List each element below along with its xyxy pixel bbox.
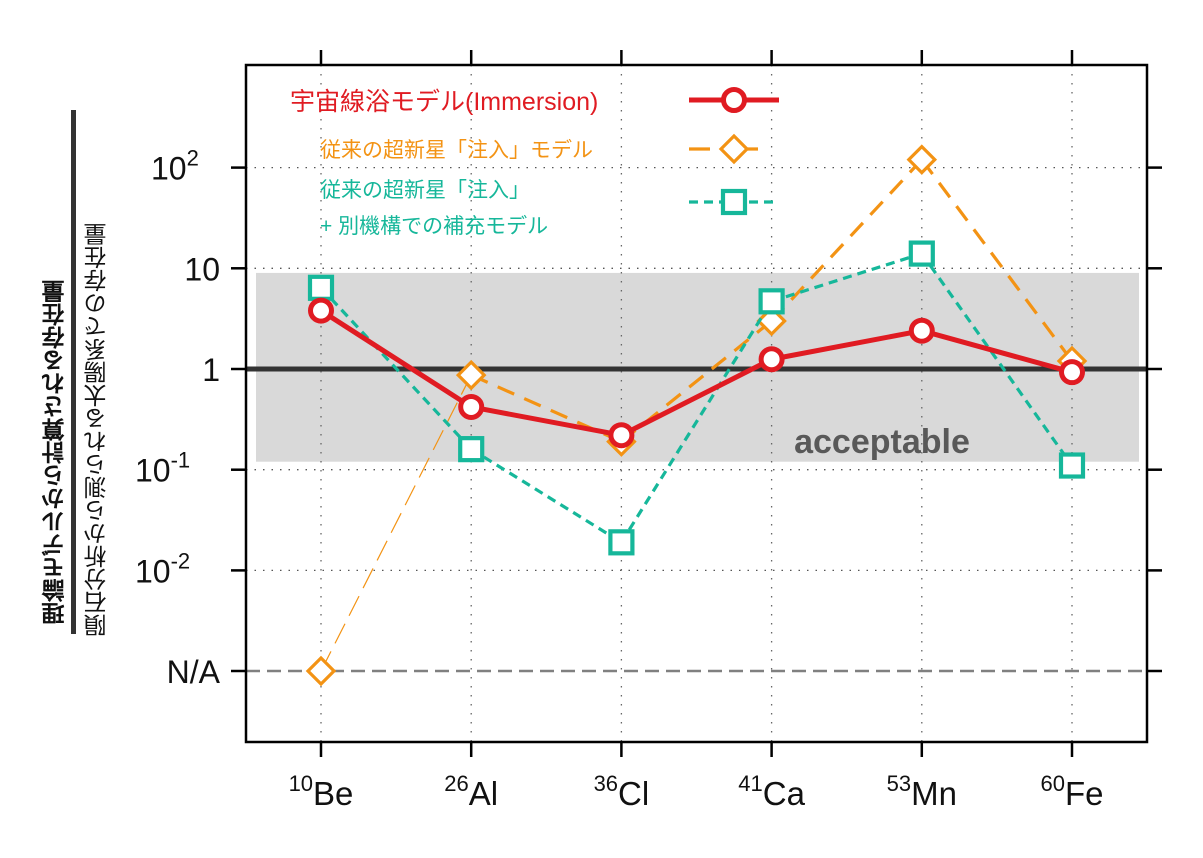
x-tick-symbol: Al [469,775,498,812]
marker-square [307,274,335,301]
marker-circle [1059,359,1085,386]
series-segment [920,158,1074,362]
y-axis-fraction-bar [71,110,76,634]
y-tick-label: 10 [184,251,220,287]
legend-label-injection: 従来の超新星「注入」モデル [320,139,593,162]
y-tick-label: 10-1 [135,448,190,489]
series-segment [470,447,623,544]
x-tick-label: 41Ca [738,771,805,812]
marker-circle [458,393,485,420]
x-axis-ticks: 10Be 26Al 36Cl 41Ca 53Mn 60Fe [289,50,1104,812]
plot-frame [244,63,1149,744]
marker-square [908,240,935,267]
series-segment [320,374,472,672]
y-tick-base: 10 [184,251,220,287]
y-tick-base: 10 [135,553,171,589]
y-axis-label-denominator: 隕石分析から測られる太陽系での存在量 [84,223,110,637]
x-tick-symbol: Cl [618,775,649,812]
series-segment [920,252,1074,467]
x-tick-symbol: Mn [911,775,957,812]
x-tick-label: 26Al [444,771,498,812]
x-tick-label: 10Be [289,771,354,812]
marker-diamond [756,305,787,337]
series-segment [620,300,773,544]
y-tick-label: 102 [151,146,199,187]
y-tick-base: 10 [151,151,187,187]
marker-diamond [305,655,337,687]
marker-circle [308,297,334,324]
series-segment [620,357,773,438]
y-tick-base: N/A [167,654,221,690]
marker-diamond [906,144,938,175]
legend: 宇宙線浴モデル(Immersion) 従来の超新星「注入」モデル 従来の超新星「… [290,87,779,238]
marker-diamond [718,133,750,165]
x-tick-label: 60Fe [1041,771,1104,812]
x-tick-symbol: Ca [763,775,806,812]
y-tick-exponent: 2 [187,146,199,171]
legend-label-injection-plus: 従来の超新星「注入」 [320,179,530,202]
x-tick-label: 53Mn [887,771,957,812]
series-0 [308,297,1085,449]
y-tick-label: N/A [167,654,221,690]
series-2 [307,240,1086,556]
series-segment [921,328,1073,375]
marker-square [758,288,785,315]
series-segment [319,286,473,451]
y-tick-base: 1 [202,352,220,388]
x-tick-symbol: Be [313,775,353,812]
x-tick-mass: 26 [444,771,468,796]
x-tick-mass: 41 [738,771,762,796]
legend-label-injection-plus-line2: + 別機構での補充モデル [320,215,548,238]
axes-box [244,63,1149,744]
x-tick-label: 36Cl [594,771,650,812]
series-segment [771,252,923,303]
marker-square [720,188,748,216]
marker-circle [758,346,785,373]
series-segment [319,308,473,410]
y-tick-label: 1 [202,352,220,388]
x-tick-mass: 36 [594,771,618,796]
marker-circle [608,422,635,449]
marker-circle [908,317,935,344]
x-tick-mass: 53 [887,771,911,796]
y-tick-exponent: -2 [171,548,191,573]
y-tick-exponent: -1 [171,448,191,473]
marker-diamond [455,359,487,391]
series-segment [770,158,923,323]
series-layer [305,144,1088,687]
y-axis-label-numerator: 理論モデルから計算される存在量 [42,280,68,625]
x-tick-mass: 10 [289,771,313,796]
y-tick-label: 10-2 [135,548,190,589]
x-tick-symbol: Fe [1065,775,1104,812]
marker-square [608,529,635,556]
marker-square [1058,452,1086,479]
y-tick-base: 10 [135,453,171,489]
x-tick-mass: 60 [1041,771,1065,796]
legend-label-immersion: 宇宙線浴モデル(Immersion) [290,88,598,116]
acceptable-label: acceptable [794,423,970,461]
legend-symbols [689,87,779,216]
series-segment [470,404,622,438]
series-segment [771,328,923,362]
marker-square [458,436,485,463]
marker-circle [721,87,747,113]
